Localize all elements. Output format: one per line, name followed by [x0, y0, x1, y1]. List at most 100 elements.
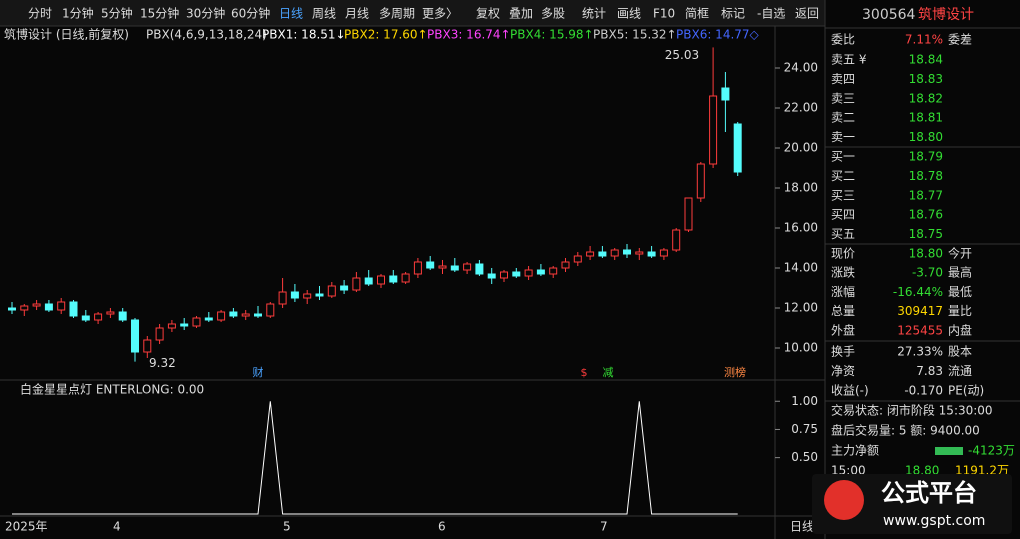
candle-body [241, 313, 250, 317]
candle-body [327, 285, 336, 297]
toolbar-button[interactable]: 标记 [721, 7, 745, 21]
toolbar-tab[interactable]: 1分钟 [62, 6, 94, 21]
candle-body [549, 267, 558, 275]
candle-body [635, 251, 644, 255]
quote-label: 最高 [948, 265, 972, 280]
toolbar-tab[interactable]: 60分钟 [231, 6, 270, 21]
toolbar-button[interactable]: 画线 [617, 7, 641, 21]
quote-value: 7.11% [905, 33, 943, 47]
candle-body [204, 317, 213, 321]
flow-label: 主力净额 [831, 444, 879, 458]
candle-body [598, 251, 607, 257]
toolbar-tab[interactable]: 多周期 [379, 7, 415, 21]
candle-body [426, 261, 435, 269]
candle-body [254, 313, 262, 317]
toolbar-tab[interactable]: 月线 [345, 7, 369, 21]
candle-body [290, 291, 299, 299]
quote-label: 买五 [831, 227, 855, 241]
quote-value: 18.76 [909, 208, 943, 222]
candle-body [413, 261, 422, 275]
candle-body [192, 317, 201, 327]
y-tick-label: 10.00 [784, 341, 818, 355]
toolbar-button[interactable]: 复权 [476, 7, 500, 21]
candle-body [180, 323, 189, 327]
candle-body [278, 291, 287, 305]
x-tick-label: 6 [438, 520, 446, 534]
high-annotation: 25.03 [665, 48, 699, 62]
quote-label: 委比 [831, 33, 855, 47]
candle-body [401, 273, 410, 283]
quote-value: 27.33% [897, 345, 943, 359]
y-tick-label: 12.00 [784, 301, 818, 315]
x-tick-label: 5 [283, 520, 291, 534]
event-marker: $ [581, 366, 588, 379]
toolbar-button[interactable]: 返回 [795, 7, 819, 21]
candle-body [512, 271, 521, 277]
candle-body [623, 249, 631, 255]
candle-body [167, 323, 176, 329]
toolbar-button[interactable]: 多股 [541, 7, 565, 21]
toolbar-button[interactable]: -自选 [757, 7, 785, 21]
quote-label: 买二 [831, 169, 855, 183]
quote-label: 卖三 [831, 91, 855, 105]
candle-body [721, 87, 730, 101]
quote-value: 18.80 [909, 247, 943, 261]
quote-label: 委差 [948, 33, 972, 47]
watermark: 公式平台 www.gspt.com [812, 474, 1012, 534]
watermark-url: www.gspt.com [883, 513, 985, 529]
candle-body [561, 261, 570, 269]
candle-body [143, 339, 152, 353]
toolbar-tab[interactable]: 30分钟 [186, 6, 225, 21]
toolbar-button[interactable]: F10 [653, 7, 675, 21]
toolbar-tab[interactable]: 周线 [312, 7, 336, 21]
toolbar-tab[interactable]: 分时 [28, 7, 52, 21]
quote-label: 买一 [831, 150, 855, 164]
quote-label: 收益(-) [831, 383, 869, 397]
watermark-brand: 公式平台 [881, 479, 977, 507]
y-tick-label: 18.00 [784, 181, 818, 195]
quote-value: 18.78 [909, 169, 943, 183]
y-tick-label: 0.50 [791, 450, 818, 464]
candle-body [684, 197, 693, 231]
toolbar-tab[interactable]: 15分钟 [140, 6, 179, 21]
watermark-logo [824, 480, 864, 520]
candle-body [450, 265, 459, 271]
toolbar-tab[interactable]: 更多〉 [422, 7, 458, 21]
quote-label: 股本 [948, 345, 972, 359]
toolbar-tab[interactable]: 5分钟 [101, 6, 133, 21]
quote-label: 现价 [831, 247, 855, 261]
toolbar-tab[interactable]: 日线 [279, 7, 303, 21]
quote-value: 309417 [897, 304, 943, 318]
candle-body [672, 229, 681, 251]
candle-body [8, 307, 16, 311]
candle-body [536, 269, 545, 275]
toolbar-button[interactable]: 统计 [582, 7, 606, 21]
quote-label: PE(动) [948, 383, 984, 397]
x-tick-label: 2025年 [5, 520, 48, 534]
candle-body [340, 285, 349, 291]
trade-status: 盘后交易量: 5 额: 9400.00 [831, 423, 980, 438]
toolbar-button[interactable]: 简框 [685, 7, 709, 21]
quote-value: 18.84 [909, 53, 943, 67]
watermark-box [812, 474, 1012, 534]
candle-body [118, 311, 127, 321]
quote-label: 买三 [831, 188, 855, 202]
candle-body [364, 277, 373, 285]
candle-body [524, 269, 533, 277]
quote-value: 125455 [897, 323, 943, 337]
y-tick-label: 16.00 [784, 221, 818, 235]
candle-body [315, 293, 324, 297]
y-tick-label: 20.00 [784, 141, 818, 155]
quote-value: 18.83 [909, 72, 943, 86]
candle-body [377, 275, 385, 285]
quote-value: 18.77 [909, 188, 943, 202]
quote-label: 今开 [948, 246, 972, 261]
stock-name: 筑博设计 [918, 6, 974, 23]
indicator-value: PBX3: 16.74↑ [427, 28, 511, 42]
quote-label: 涨跌 [831, 265, 855, 280]
quote-value: 18.79 [909, 150, 943, 164]
toolbar-button[interactable]: 叠加 [509, 7, 533, 21]
quote-label: 量比 [948, 304, 972, 318]
x-tick-label: 7 [600, 520, 608, 534]
